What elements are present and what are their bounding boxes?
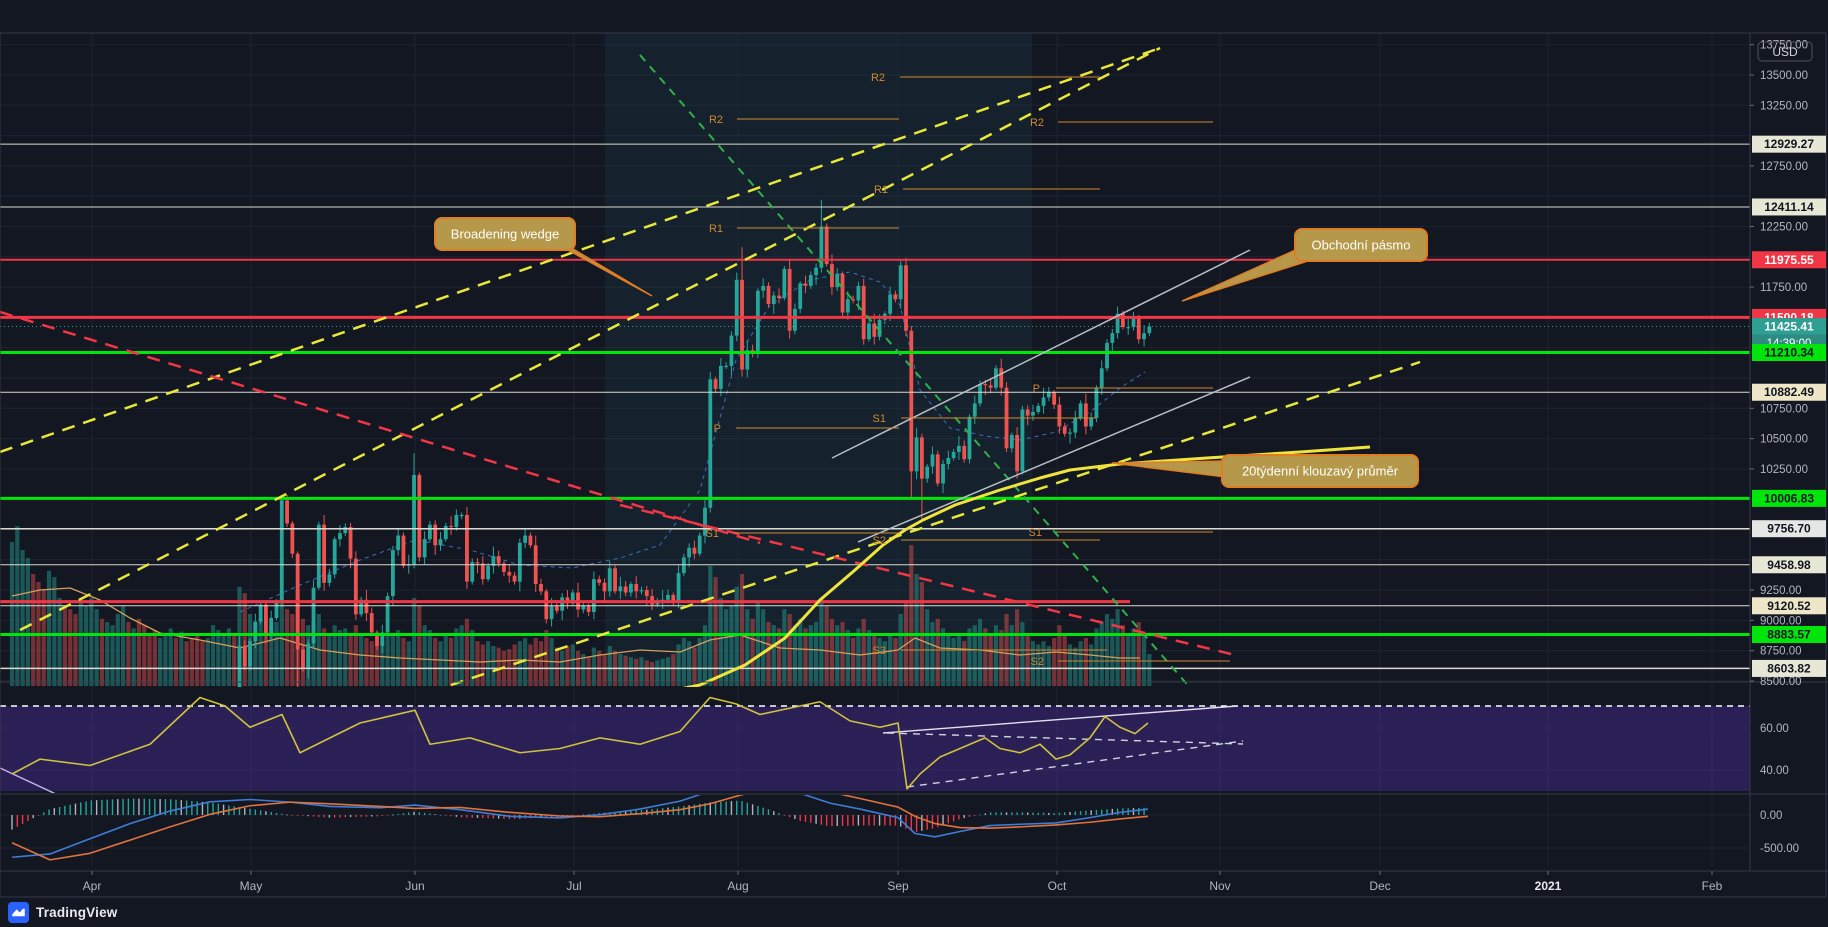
rsi-tick: 40.00	[1760, 765, 1789, 777]
month-tick-Oct: Oct	[1048, 879, 1067, 893]
pivot-label-R2: R2	[871, 72, 885, 84]
price-tick: 12250.00	[1760, 222, 1808, 234]
pivot-label-P: P	[1033, 383, 1040, 395]
pivot-label-S2: S2	[1031, 656, 1044, 668]
trendline-wedge-upper[interactable]	[0, 46, 1161, 454]
callout-text: Obchodní pásmo	[1311, 238, 1410, 253]
callout-box[interactable]	[1294, 228, 1428, 262]
price-label: 12929.27	[1764, 137, 1814, 151]
currency-button[interactable]	[1757, 41, 1813, 62]
rsi-tick: 60.00	[1760, 723, 1789, 735]
tradingview-logo-icon[interactable]	[8, 901, 29, 923]
price-tick: 13250.00	[1760, 100, 1808, 112]
month-tick-Feb: Feb	[1702, 879, 1723, 893]
chart-frame	[0, 32, 1827, 898]
rsi-trend-solid[interactable]	[882, 705, 1238, 734]
pivot-label-S1: S1	[1029, 527, 1042, 539]
callout-box[interactable]	[1221, 454, 1419, 488]
macd-tick: -500.00	[1760, 843, 1799, 855]
callout-text: Broadening wedge	[451, 227, 559, 242]
price-tick: 9250.00	[1760, 585, 1802, 597]
pivot-label-S1: S1	[873, 413, 886, 425]
month-tick-Aug: Aug	[727, 879, 748, 893]
month-tick-Jun: Jun	[405, 879, 424, 893]
currency-button-label: USD	[1772, 45, 1798, 59]
price-tick: 13750.00	[1760, 40, 1808, 52]
date-range-highlight[interactable]	[605, 33, 1032, 681]
price-tick: 10250.00	[1760, 464, 1808, 476]
callout-text: 20týdenní klouzavý průměr	[1242, 464, 1399, 479]
pivot-label-R1: R1	[874, 184, 888, 196]
price-label: 11425.41	[1764, 319, 1814, 333]
price-tick: 12750.00	[1760, 161, 1808, 173]
rsi-pane[interactable]	[0, 696, 1750, 796]
price-level-labels: 12929.2712411.1411975.5511500.1811425.41…	[1752, 135, 1826, 677]
price-tick: 10750.00	[1760, 403, 1808, 415]
price-label: 11210.34	[1764, 346, 1814, 360]
month-tick-Dec: Dec	[1369, 879, 1390, 893]
pivot-label-P: P	[714, 423, 721, 435]
trendline-wedge-lower[interactable]	[19, 46, 1161, 632]
trendline-channel-lower[interactable]	[857, 376, 1251, 543]
callout-box[interactable]	[434, 217, 576, 251]
price-label: 8603.82	[1767, 661, 1811, 675]
price-tick: 10500.00	[1760, 434, 1808, 446]
footer-bar: TradingView	[0, 897, 1828, 927]
month-tick-Jul: Jul	[566, 879, 581, 893]
macd-pane[interactable]	[11, 781, 1149, 861]
rsi-band	[0, 706, 1750, 791]
price-tick: 13500.00	[1760, 70, 1808, 82]
callout-annotations[interactable]: Broadening wedge Obchodní pásmo 20týdenní …	[434, 217, 1428, 488]
price-label: 10006.83	[1764, 491, 1814, 505]
tradingview-brand[interactable]: TradingView	[36, 904, 118, 920]
price-label: 9120.52	[1767, 599, 1811, 613]
month-tick-Nov: Nov	[1209, 879, 1230, 893]
month-tick-May: May	[240, 879, 263, 893]
price-axis[interactable]: 13750.00 13500.00 13250.00 12750.00 12250.00…	[1750, 40, 1813, 855]
price-label: 8883.57	[1767, 628, 1811, 642]
price-label: 12411.14	[1764, 200, 1814, 214]
rsi-trend-dash-b[interactable]	[906, 740, 1244, 788]
price-label: 10882.49	[1764, 385, 1814, 399]
trendline-ma20w-dashed[interactable]	[430, 360, 1421, 692]
price-tick: 8750.00	[1760, 646, 1802, 658]
horizontal-rays[interactable]	[0, 143, 1750, 670]
price-tick: 8500.00	[1760, 676, 1802, 688]
rsi-left-line[interactable]	[0, 767, 58, 795]
pivot-label-S2: S2	[873, 535, 886, 547]
pivot-levels[interactable]: R2 R2 R2 R1 R1 P P S1 S1 S2 S1 S3 S2	[706, 72, 1230, 668]
trendline-channel-upper[interactable]	[831, 249, 1251, 459]
pivot-label-R1: R1	[709, 223, 723, 235]
pivot-label-R2: R2	[1030, 117, 1044, 129]
trendline-red-downtrend-b[interactable]	[619, 503, 1236, 657]
pivot-label-S3: S3	[873, 645, 886, 657]
month-tick-Sep: Sep	[887, 879, 909, 893]
pivot-label-S1: S1	[706, 528, 719, 540]
month-tick-2021: 2021	[1535, 879, 1562, 893]
price-label: 9756.70	[1767, 522, 1811, 536]
price-tick: 11750.00	[1760, 282, 1807, 294]
macd-tick: 0.00	[1760, 810, 1782, 822]
price-label: 9458.98	[1767, 558, 1811, 572]
main-pane[interactable]: R2 R2 R2 R1 R1 P P S1 S1 S2 S1 S3 S2	[0, 46, 1750, 927]
price-tick: 9000.00	[1760, 615, 1802, 627]
trendline-red-downtrend-a[interactable]	[0, 310, 761, 545]
trendline-green-downtrend[interactable]	[639, 54, 1192, 690]
price-label: 11975.55	[1764, 253, 1814, 267]
time-axis[interactable]: Apr May Jun Jul Aug Sep Oct Nov Dec 2021 Feb	[83, 871, 1723, 893]
rsi-line[interactable]	[11, 696, 1149, 790]
macd-signal-line[interactable]	[11, 787, 1149, 861]
month-tick-Apr: Apr	[83, 879, 102, 893]
pivot-label-R2: R2	[709, 114, 723, 126]
